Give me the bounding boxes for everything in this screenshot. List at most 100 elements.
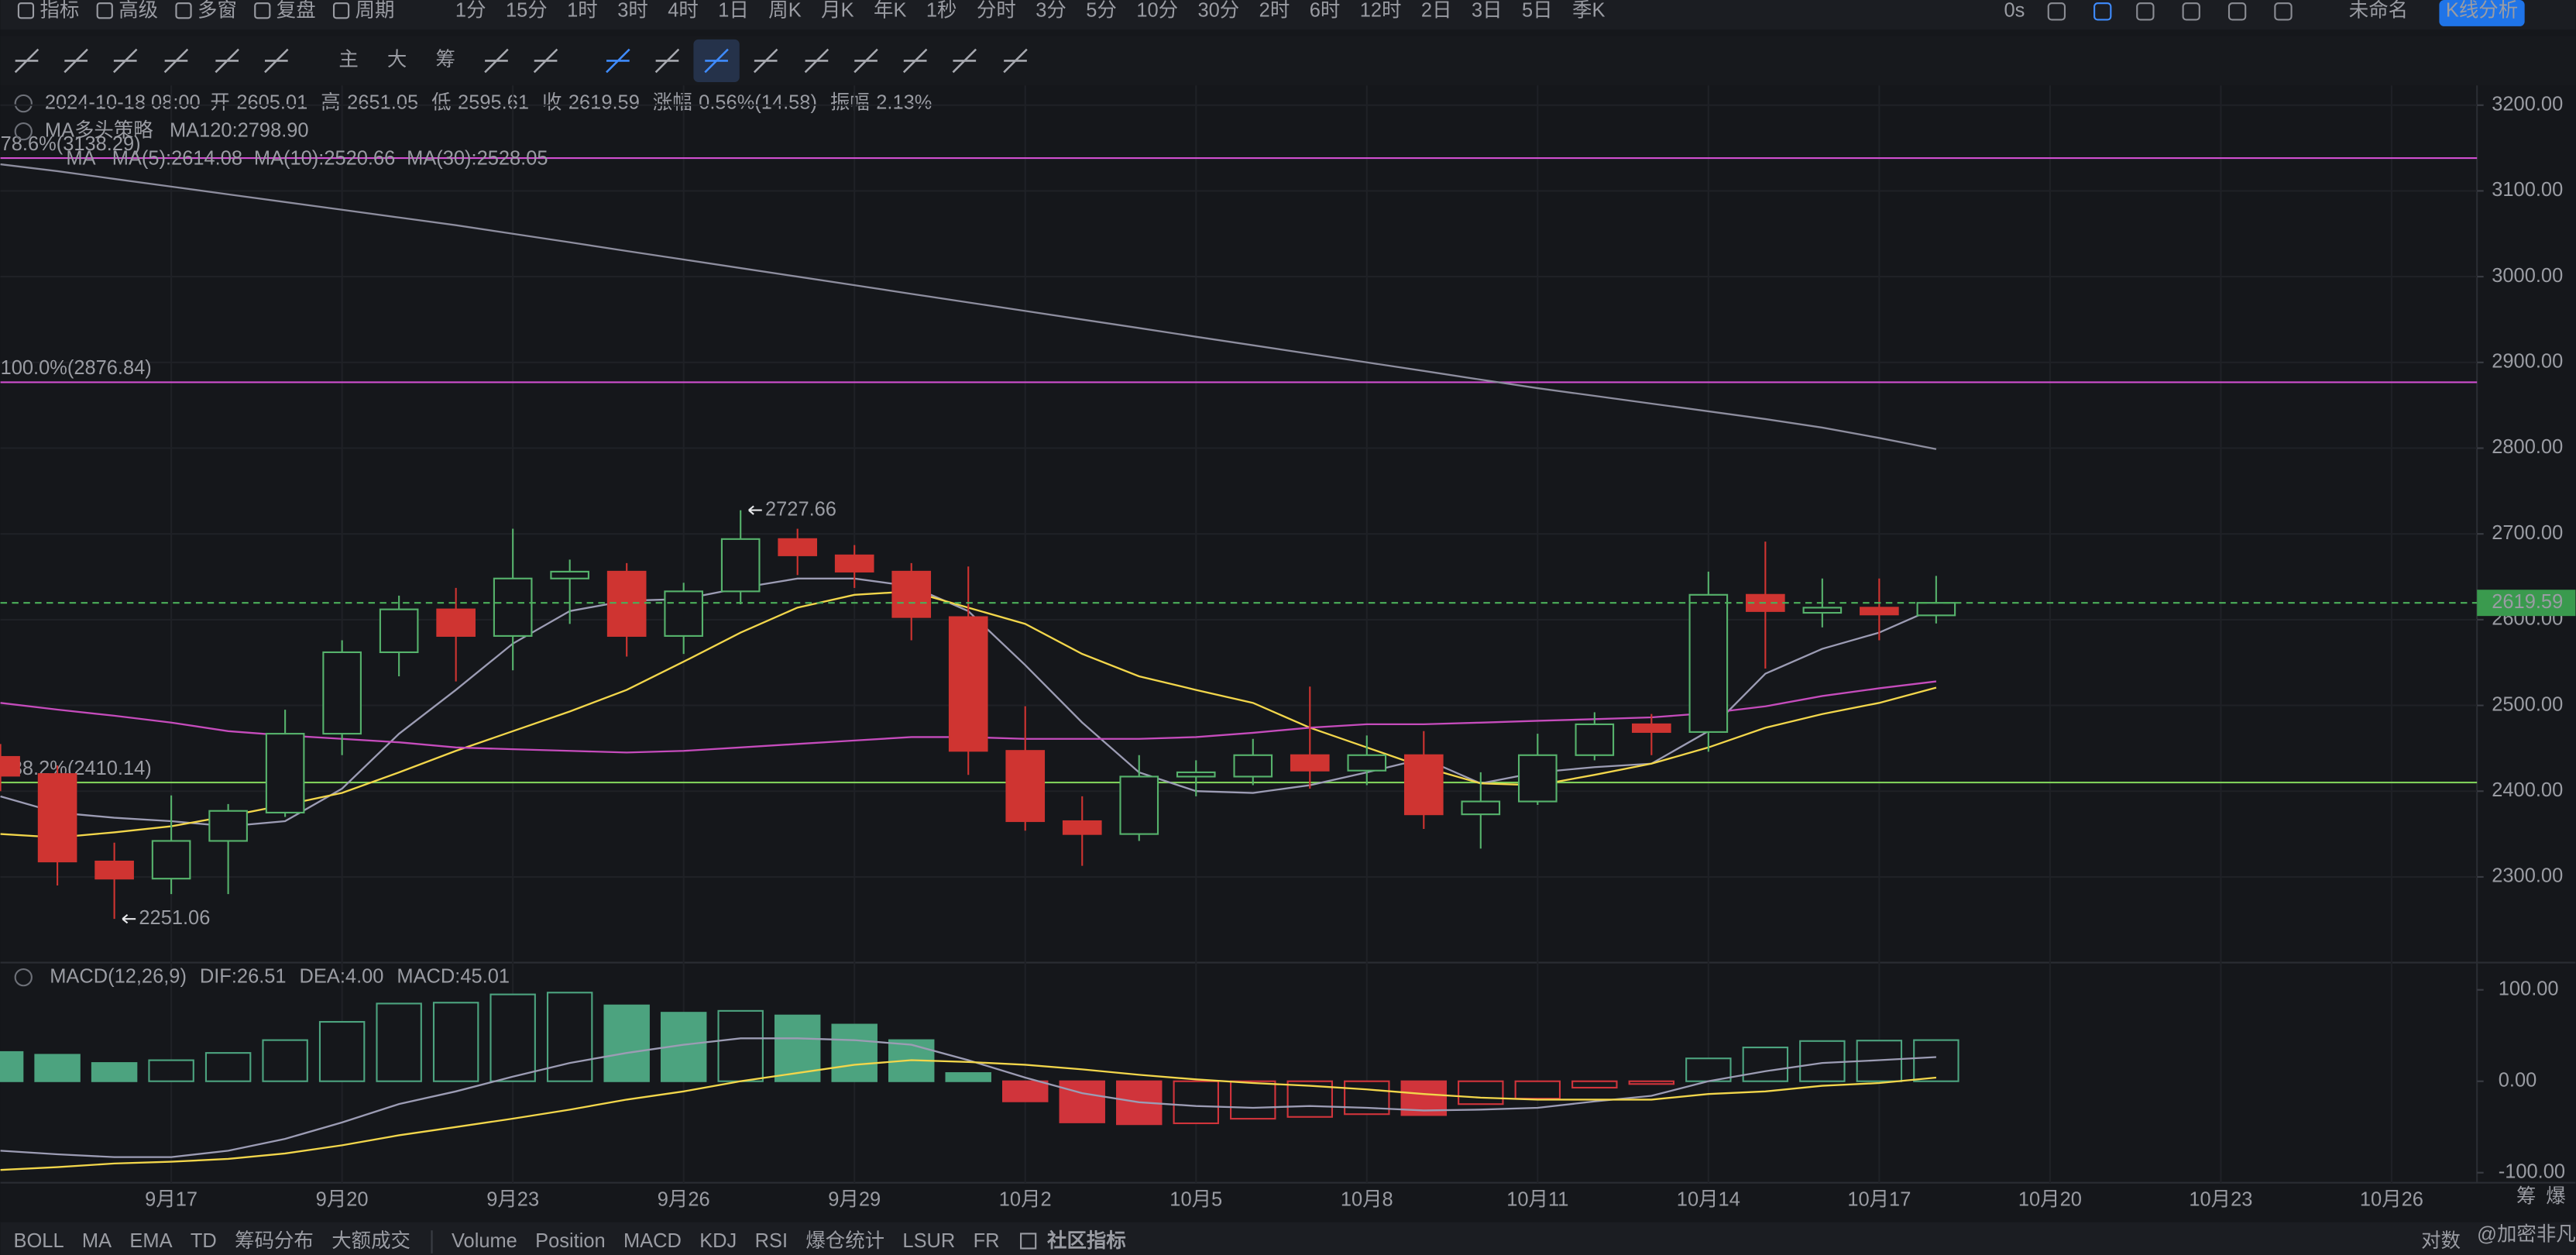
- main-indicator[interactable]: EMA: [129, 1230, 172, 1252]
- period-tab[interactable]: 1分: [455, 0, 486, 22]
- period-tab[interactable]: 月K: [821, 0, 854, 22]
- analysis-button-bg[interactable]: [2439, 0, 2525, 26]
- tool-icon[interactable]: [2047, 2, 2066, 21]
- sub-indicator[interactable]: Volume: [452, 1230, 517, 1252]
- main-indicator[interactable]: MA: [82, 1230, 112, 1252]
- indicator-tool[interactable]: 筹: [435, 49, 455, 70]
- top-toolbar: [0, 0, 2576, 30]
- candle-body: [208, 810, 248, 842]
- candle-body: [151, 840, 191, 880]
- period-tab[interactable]: 5分: [1086, 0, 1117, 22]
- collapse-icon[interactable]: [14, 968, 33, 987]
- period-tab[interactable]: 10分: [1136, 0, 1178, 22]
- main-indicator[interactable]: BOLL: [14, 1230, 64, 1252]
- sub-indicator[interactable]: MACD: [623, 1230, 682, 1252]
- sub-indicator[interactable]: KDJ: [699, 1230, 737, 1252]
- menu-icon: [96, 2, 113, 19]
- menu-icon: [175, 2, 192, 19]
- macd-bar: [489, 993, 536, 1082]
- tool-icon[interactable]: [163, 48, 189, 74]
- tool-icon[interactable]: [1003, 48, 1028, 74]
- collapse-icon[interactable]: [14, 94, 33, 113]
- period-tab[interactable]: 年K: [874, 0, 906, 22]
- watermark: @加密非凡: [2477, 1223, 2576, 1245]
- sub-indicator[interactable]: 爆仓统计: [805, 1230, 884, 1252]
- tool-icon[interactable]: [952, 48, 977, 74]
- period-tab[interactable]: 12时: [1360, 0, 1402, 22]
- ma-line: [0, 163, 1937, 450]
- tool-icon[interactable]: [484, 48, 509, 74]
- tool-icon[interactable]: [14, 48, 39, 74]
- menu-item[interactable]: 高级: [118, 0, 158, 22]
- candle-body: [379, 608, 419, 654]
- menu-item[interactable]: 指标: [39, 0, 79, 22]
- period-tab[interactable]: 4时: [668, 0, 699, 22]
- side-label[interactable]: 爆: [2546, 1186, 2565, 1208]
- collapse-icon[interactable]: [14, 122, 33, 141]
- side-label[interactable]: 筹: [2516, 1186, 2536, 1208]
- tool-icon[interactable]: [902, 48, 928, 74]
- tool-icon[interactable]: [2093, 2, 2112, 21]
- sub-indicator[interactable]: RSI: [755, 1230, 788, 1252]
- tool-icon[interactable]: [215, 48, 239, 74]
- community-indicators[interactable]: 社区指标: [1046, 1229, 1126, 1252]
- tool-icon[interactable]: [64, 48, 88, 74]
- period-tab[interactable]: 1秒: [926, 0, 957, 22]
- tool-icon[interactable]: [606, 48, 630, 74]
- period-tab[interactable]: 15分: [506, 0, 548, 22]
- analysis-button[interactable]: K线分析: [2446, 0, 2518, 22]
- tool-icon[interactable]: [264, 48, 289, 74]
- indicator-tool[interactable]: 主: [338, 49, 358, 70]
- y-tick-label: 2800.00: [2492, 436, 2563, 458]
- tool-icon[interactable]: [2136, 2, 2155, 21]
- period-tab[interactable]: 6时: [1310, 0, 1341, 22]
- legend-entry: DIF:26.51: [200, 965, 287, 987]
- sub-indicator[interactable]: Position: [535, 1230, 605, 1252]
- x-tick-label: 9月17: [145, 1189, 197, 1211]
- tool-icon[interactable]: [854, 48, 878, 74]
- menu-item[interactable]: 周期: [355, 0, 395, 22]
- info-label: 开: [210, 91, 229, 113]
- period-tab[interactable]: 3日: [1472, 0, 1503, 22]
- sub-indicator[interactable]: LSUR: [902, 1230, 955, 1252]
- period-tab[interactable]: 3时: [617, 0, 648, 22]
- main-indicator[interactable]: 大额成交: [331, 1230, 410, 1252]
- period-tab[interactable]: 2时: [1259, 0, 1290, 22]
- tool-icon[interactable]: [654, 48, 680, 74]
- period-tab[interactable]: 30分: [1198, 0, 1240, 22]
- tool-icon[interactable]: [2182, 2, 2200, 21]
- period-tab[interactable]: 1时: [567, 0, 598, 22]
- candle-body: [1632, 723, 1671, 733]
- tool-icon[interactable]: [804, 48, 829, 74]
- period-tab[interactable]: 3分: [1036, 0, 1066, 22]
- candle-body: [1290, 754, 1330, 772]
- menu-icon: [254, 2, 271, 19]
- workspace-name[interactable]: 未命名: [2349, 0, 2408, 22]
- tool-icon[interactable]: [2227, 2, 2247, 21]
- period-tab[interactable]: 5日: [1522, 0, 1553, 22]
- tool-icon[interactable]: [704, 48, 729, 74]
- main-indicator[interactable]: TD: [191, 1230, 217, 1252]
- tool-icon[interactable]: [753, 48, 778, 74]
- period-tab[interactable]: 分时: [977, 0, 1016, 22]
- indicator-tool[interactable]: 大: [387, 49, 407, 70]
- legend-entry: MA(30):2528.05: [407, 147, 548, 169]
- x-tick-label: 10月8: [1341, 1189, 1393, 1211]
- y-tick-label: 2300.00: [2492, 865, 2563, 887]
- menu-item[interactable]: 多窗: [197, 0, 237, 22]
- tool-icon[interactable]: [2274, 2, 2293, 21]
- sub-indicator[interactable]: FR: [974, 1230, 1000, 1252]
- log-scale-toggle[interactable]: 对数: [2421, 1230, 2461, 1252]
- candle-body: [834, 554, 874, 572]
- tool-icon[interactable]: [533, 48, 558, 74]
- macd-bar: [1002, 1080, 1049, 1102]
- period-tab[interactable]: 周K: [768, 0, 801, 22]
- tool-icon[interactable]: [113, 48, 138, 74]
- period-tab[interactable]: 季K: [1572, 0, 1605, 22]
- period-tab[interactable]: 1日: [718, 0, 749, 22]
- main-indicator[interactable]: 筹码分布: [235, 1230, 314, 1252]
- macd-bar: [148, 1059, 194, 1082]
- menu-item[interactable]: 复盘: [276, 0, 316, 22]
- period-tab[interactable]: 2日: [1421, 0, 1452, 22]
- candle-body: [94, 860, 134, 880]
